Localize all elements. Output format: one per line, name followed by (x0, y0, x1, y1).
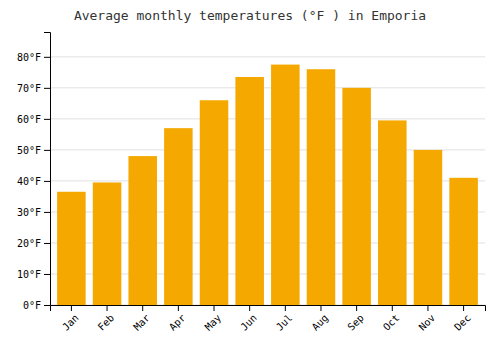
tick-mark (214, 305, 215, 311)
tick-label: Jun (238, 312, 259, 333)
tick-label: 0°F (23, 300, 41, 311)
tick: Oct (381, 305, 402, 333)
tick-mark (44, 305, 50, 306)
tick-label: Dec (452, 312, 473, 333)
tick-label: Oct (381, 312, 402, 333)
tick-label: 80°F (17, 52, 41, 63)
tick: 50°F (17, 145, 50, 156)
bar (235, 77, 264, 305)
tick-mark (44, 119, 50, 120)
x-axis: Jan Feb Mar Apr May Jun Jul Aug Sep Oct Nov Dec (51, 305, 486, 333)
tick: Jul (274, 305, 295, 333)
tick: 40°F (17, 176, 50, 187)
tick: Apr (167, 305, 188, 333)
tick-mark (44, 212, 50, 213)
tick-label: Feb (96, 312, 117, 333)
tick-label: Mar (131, 312, 152, 333)
tick: May (203, 305, 224, 333)
tick: 0°F (23, 300, 50, 311)
tick-mark (178, 305, 179, 311)
tick-label: 70°F (17, 83, 41, 94)
tick: Feb (96, 305, 117, 333)
tick: Jan (60, 305, 81, 333)
bar (200, 100, 229, 305)
tick: Jun (238, 305, 259, 333)
tick-mark (44, 274, 50, 275)
tick-mark (44, 181, 50, 182)
tick-mark (44, 57, 50, 58)
tick-label: 10°F (17, 269, 41, 280)
tick-mark (44, 243, 50, 244)
bar (271, 65, 300, 305)
tick: 20°F (17, 238, 50, 249)
y-axis: 0°F 10°F 20°F 30°F 40°F 50°F 60°F 70°F 80°F (17, 33, 51, 311)
tick-mark (285, 305, 286, 311)
bar (378, 120, 407, 305)
bar (414, 150, 443, 305)
tick-label: Aug (310, 312, 331, 333)
title: Average monthly temperatures (°F ) in Em… (74, 8, 426, 23)
axis-line (44, 33, 51, 306)
tick-mark (44, 150, 50, 151)
tick-label: 30°F (17, 207, 41, 218)
tick-label: 20°F (17, 238, 41, 249)
grid-line (50, 87, 485, 88)
tick-mark (249, 305, 250, 311)
tick-mark (320, 305, 321, 311)
plot: 0°F 10°F 20°F 30°F 40°F 50°F 60°F 70°F 80°F Jan Fe… (17, 33, 486, 333)
tick-label: May (203, 312, 224, 333)
tick-mark (107, 305, 108, 311)
tick: Dec (452, 305, 473, 333)
tick: Mar (131, 305, 152, 333)
bars (57, 65, 478, 305)
bar (128, 156, 157, 305)
grid-line (50, 118, 485, 119)
bar (449, 178, 478, 305)
tick-mark (356, 305, 357, 311)
grid-line (50, 56, 485, 57)
tick: Nov (417, 305, 438, 333)
bar (93, 182, 122, 305)
grid (50, 57, 485, 305)
tick-label: 50°F (17, 145, 41, 156)
tick-mark (463, 305, 464, 311)
tick-mark (392, 305, 393, 311)
tick-label: 60°F (17, 114, 41, 125)
tick-mark (44, 88, 50, 89)
tick: 10°F (17, 269, 50, 280)
chart: Average monthly temperatures (°F ) in Em… (0, 0, 500, 350)
tick: 80°F (17, 52, 50, 63)
tick-label: Apr (167, 312, 188, 333)
axis-line (51, 306, 486, 312)
bar (307, 69, 336, 305)
tick-mark (142, 305, 143, 311)
tick: Sep (345, 305, 366, 333)
tick-mark (71, 305, 72, 311)
tick-label: Jul (274, 312, 295, 333)
tick-label: Nov (417, 312, 438, 333)
tick: 60°F (17, 114, 50, 125)
tick: 70°F (17, 83, 50, 94)
tick-label: 40°F (17, 176, 41, 187)
bar (342, 88, 371, 305)
tick-label: Jan (60, 312, 81, 333)
tick-label: Sep (345, 312, 366, 333)
tick: 30°F (17, 207, 50, 218)
bar (164, 128, 193, 305)
tick: Aug (310, 305, 331, 333)
tick-mark (427, 305, 428, 311)
bar (57, 192, 86, 305)
